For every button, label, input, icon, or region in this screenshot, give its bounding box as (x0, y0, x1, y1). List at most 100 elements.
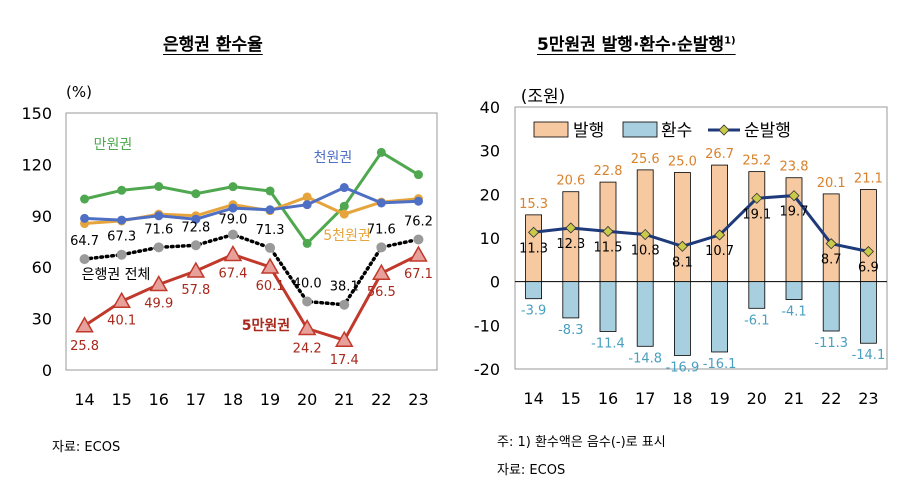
left-chart-title: 은행권 환수율 (163, 35, 263, 55)
series-line-50000-won (83, 252, 420, 342)
left-x-tick-label: 23 (408, 390, 428, 409)
point-1000-won (376, 198, 386, 208)
data-label-50000-won: 60.1 (256, 279, 285, 294)
legend-swatch-issuance (533, 121, 569, 138)
point-1000-won (154, 211, 164, 221)
point-net-issuance (788, 190, 800, 202)
right-chart-title-footnote-mark: 1) (724, 35, 736, 47)
data-label-net-issuance: 19.1 (742, 207, 771, 222)
series-label-50000-won: 5만원권 (242, 318, 290, 334)
left-x-tick-label: 16 (149, 390, 169, 409)
data-label-all-notes: 76.2 (404, 214, 433, 229)
point-all-notes (376, 242, 387, 253)
series-line-all-notes (82, 232, 421, 307)
right-x-tick-label: 19 (709, 389, 729, 408)
right-x-tick-label: 14 (523, 389, 543, 408)
right-chart-title: 5만원권 발행·환수·순발행1) (537, 30, 736, 55)
point-1000-won (265, 205, 275, 215)
data-label-net-issuance: 11.3 (519, 241, 548, 256)
data-label-withdrawal: -8.3 (558, 323, 583, 338)
point-50000-won (223, 245, 243, 262)
data-label-issuance: 25.2 (742, 154, 771, 169)
data-label-all-notes: 40.0 (293, 276, 322, 291)
left-y-tick-label: 120 (21, 155, 52, 174)
data-label-50000-won: 25.8 (70, 339, 99, 354)
bar-withdrawal (711, 281, 728, 353)
bar-withdrawal (562, 281, 580, 319)
bar-withdrawal (748, 281, 766, 309)
left-plot-frame (65, 112, 438, 371)
data-label-withdrawal: -14.8 (628, 351, 662, 366)
left-x-tick-label: 21 (334, 390, 354, 409)
series-line-net-issuance (533, 194, 869, 253)
point-50000-won (334, 330, 354, 347)
point-net-issuance (602, 225, 614, 238)
point-50000-won (149, 274, 169, 292)
left-y-tick-label: 0 (42, 361, 52, 380)
point-all-notes (227, 229, 238, 240)
point-net-issuance (751, 192, 763, 204)
point-10000-won (376, 147, 386, 157)
point-1000-won (339, 183, 349, 193)
left-x-tick-label: 15 (111, 390, 131, 409)
right-chart-title-text: 5만원권 발행·환수·순발행 (537, 35, 725, 55)
data-label-issuance: 20.6 (556, 174, 585, 189)
data-label-net-issuance: 6.9 (858, 261, 879, 276)
series-line-1000-won (84, 185, 419, 222)
right-y-tick-label: -20 (474, 360, 500, 379)
series-label-all-notes: 은행권 전체 (82, 267, 151, 283)
point-all-notes (413, 234, 424, 245)
right-y-tick-label: 40 (480, 98, 500, 117)
left-x-tick-label: 19 (260, 390, 280, 409)
right-y-axis-unit: (조원) (521, 87, 566, 107)
data-label-issuance: 22.8 (594, 164, 623, 179)
data-label-net-issuance: 12.3 (556, 237, 585, 252)
data-label-50000-won: 67.4 (218, 267, 247, 282)
left-x-tick-label: 14 (74, 390, 94, 409)
point-10000-won (339, 201, 349, 211)
right-y-tick-label: 20 (480, 185, 500, 204)
point-50000-won (297, 319, 317, 336)
bar-withdrawal (525, 281, 542, 300)
right-source-note: 자료: ECOS (497, 463, 566, 478)
left-y-axis-unit: (%) (66, 83, 92, 101)
data-label-issuance: 25.0 (668, 155, 697, 170)
right-y-tick-label: 0 (490, 273, 500, 292)
data-label-issuance: 20.1 (817, 176, 846, 191)
point-50000-won (409, 245, 428, 262)
data-label-50000-won: 57.8 (181, 283, 210, 298)
legend-label-net-issuance: 순발행 (744, 121, 791, 141)
bar-issuance (711, 164, 728, 283)
point-50000-won (260, 257, 280, 274)
point-10000-won (191, 189, 201, 199)
right-x-tick-label: 20 (747, 389, 767, 408)
right-x-tick-label: 21 (784, 389, 804, 408)
left-y-tick-label: 60 (32, 258, 52, 277)
point-net-issuance (825, 238, 837, 250)
point-net-issuance (565, 222, 577, 234)
series-label-1000-won: 천원권 (314, 150, 353, 166)
point-50000-won (186, 261, 206, 278)
bar-withdrawal (785, 281, 803, 300)
left-source-note: 자료: ECOS (52, 440, 121, 455)
data-label-all-notes: 71.6 (144, 222, 173, 237)
series-line-10000-won (84, 150, 420, 246)
data-label-all-notes: 79.0 (218, 213, 247, 228)
point-50000-won (112, 291, 131, 309)
bar-withdrawal (860, 281, 877, 344)
bar-issuance (636, 169, 654, 283)
right-x-tick-label: 18 (672, 389, 692, 408)
data-label-all-notes: 64.7 (70, 234, 99, 249)
point-all-notes (339, 299, 350, 310)
left-y-tick-label: 150 (21, 104, 52, 123)
data-label-withdrawal: -11.3 (814, 336, 848, 351)
legend-label-withdrawal: 환수 (661, 121, 692, 141)
point-1000-won (117, 215, 127, 225)
bar-withdrawal (822, 281, 840, 332)
left-y-tick-label: 90 (32, 207, 52, 226)
data-label-all-notes: 71.3 (256, 223, 285, 238)
point-1000-won (191, 214, 201, 224)
point-all-notes (302, 296, 313, 307)
legend-marker-net-issuance (718, 124, 730, 136)
data-label-issuance: 26.7 (705, 147, 734, 162)
